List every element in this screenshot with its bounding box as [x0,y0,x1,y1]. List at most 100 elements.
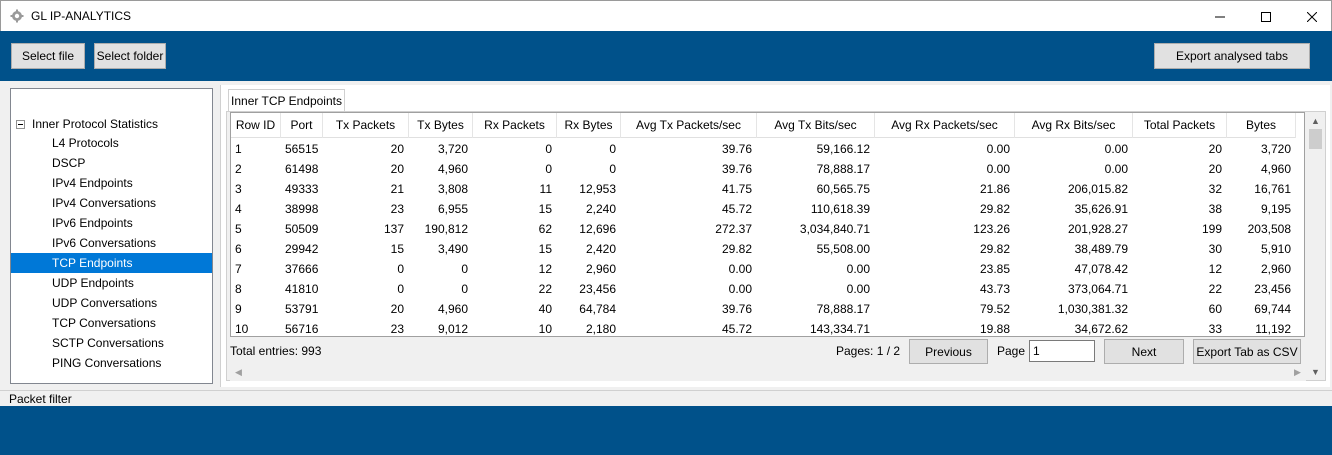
table-cell: 3,490 [437,242,468,256]
table-row[interactable]: 6 29942 15 3,490 15 2,420 29.82 55,508.00 29.82 3… [231,239,1296,259]
main-area: Inner Protocol Statistics L4 Protocols DS… [0,81,1332,390]
table-cell: 23 [390,322,404,336]
table-cell: 11 [539,182,552,196]
close-button[interactable] [1289,1,1332,32]
table-cell: 0.00 [846,262,870,276]
export-csv-button[interactable]: Export Tab as CSV [1193,339,1301,364]
table-row[interactable]: 2 61498 20 4,960 0 0 39.76 78,888.17 0.00 0.00 20 4… [231,159,1296,179]
column-header[interactable]: Avg Rx Packets/sec [875,113,1015,138]
table-row[interactable]: 9 53791 20 4,960 40 64,784 39.76 78,888.17 79.52… [231,299,1296,319]
table-cell: 20 [1208,142,1222,156]
previous-button[interactable]: Previous [909,339,988,364]
table-body: 1 56515 20 3,720 0 0 39.76 59,166.12 0.00 0.00 20 3… [231,139,1296,336]
tree-item-udp-conversations[interactable]: UDP Conversations [52,296,158,310]
tree-item-dscp[interactable]: DSCP [52,156,86,170]
table-cell: 37666 [285,262,319,276]
table-cell: 0.00 [1104,162,1128,176]
tree-item-ipv6-endpoints[interactable]: IPv6 Endpoints [52,216,133,230]
table-cell: 21.86 [979,182,1010,196]
table-cell: 78,888.17 [816,302,870,316]
table-cell: 272.37 [715,222,752,236]
table-cell: 29.82 [721,242,752,256]
scroll-left-icon[interactable]: ◀ [235,367,242,377]
tree-item-ping-conversations[interactable]: PING Conversations [52,356,162,370]
column-header[interactable]: Port [281,113,323,138]
scroll-down-icon[interactable]: ▼ [1311,366,1320,377]
column-header[interactable]: Avg Tx Packets/sec [621,113,757,138]
table-row[interactable]: 1 56515 20 3,720 0 0 39.76 59,166.12 0.00 0.00 20 3… [231,139,1296,159]
table-cell: 6 [235,242,242,256]
toolbar: Select file Select folder Export analyse… [0,31,1332,81]
table-cell: 3,720 [1260,142,1291,156]
table-cell: 4,960 [1260,162,1291,176]
tree-item-tcp-endpoints[interactable]: TCP Endpoints [11,253,212,273]
minimize-button[interactable] [1197,1,1243,32]
table-cell: 32 [1208,182,1222,196]
column-header[interactable]: Tx Packets [323,113,409,138]
tree-item-ipv4-endpoints[interactable]: IPv4 Endpoints [52,176,133,190]
select-file-button[interactable]: Select file [11,43,85,69]
table-cell: 23,456 [579,282,616,296]
table-cell: 45.72 [721,202,752,216]
table-cell: 203,508 [1247,222,1291,236]
next-button[interactable]: Next [1104,339,1184,364]
column-header[interactable]: Row ID [231,113,281,138]
tab-inner-tcp-endpoints[interactable]: Inner TCP Endpoints [228,89,345,112]
tree-item-tcp-conversations[interactable]: TCP Conversations [52,316,156,330]
column-header[interactable]: Rx Bytes [557,113,621,138]
tree-root[interactable]: Inner Protocol Statistics [16,116,158,132]
table-cell: 33 [1208,322,1222,336]
table-cell: 47,078.42 [1074,262,1128,276]
table-cell: 23 [390,202,404,216]
gear-app-icon [10,9,24,23]
scroll-right-icon[interactable]: ▶ [1294,367,1301,377]
page-number-input[interactable] [1029,340,1095,362]
table-cell: 0.00 [986,142,1010,156]
table-row[interactable]: 10 56716 23 9,012 10 2,180 45.72 143,334.71 19.8… [231,319,1296,336]
table-cell: 62 [538,222,552,236]
table-cell: 0.00 [846,282,870,296]
tree-item-l4-protocols[interactable]: L4 Protocols [52,136,119,150]
table-cell: 38,489.79 [1074,242,1128,256]
select-folder-button[interactable]: Select folder [94,43,166,69]
column-header[interactable]: Total Packets [1133,113,1227,138]
column-header[interactable]: Tx Bytes [409,113,473,138]
maximize-button[interactable] [1243,1,1289,32]
table-cell: 30 [1208,242,1222,256]
column-header[interactable]: Bytes [1227,113,1296,138]
export-analysed-tabs-button[interactable]: Export analysed tabs [1154,43,1310,69]
scroll-up-icon[interactable]: ▲ [1311,115,1320,126]
table-row[interactable]: 8 41810 0 0 22 23,456 0.00 0.00 43.73 373,064.71 2… [231,279,1296,299]
table-cell: 20 [1208,162,1222,176]
table-row[interactable]: 5 50509 137 190,812 62 12,696 272.37 3,034,840.… [231,219,1296,239]
table-cell: 110,618.39 [810,202,870,216]
table-cell: 9,012 [437,322,468,336]
tree-item-sctp-conversations[interactable]: SCTP Conversations [52,336,164,350]
tree-item-udp-endpoints[interactable]: UDP Endpoints [52,276,134,290]
minimize-icon [1215,16,1225,17]
table-cell: 56515 [285,142,319,156]
column-header[interactable]: Avg Rx Bits/sec [1015,113,1133,138]
collapse-icon[interactable] [16,119,25,129]
scroll-thumb[interactable] [1309,129,1322,149]
table-cell: 4,960 [437,302,468,316]
table-cell: 8 [235,282,242,296]
table-row[interactable]: 4 38998 23 6,955 15 2,240 45.72 110,618.39 29.82… [231,199,1296,219]
table-cell: 2,240 [585,202,616,216]
table-cell: 0 [609,162,616,176]
table-row[interactable]: 7 37666 0 0 12 2,960 0.00 0.00 23.85 47,078.42 12 2… [231,259,1296,279]
vertical-scrollbar[interactable]: ▲ ▼ [1307,112,1324,380]
table-row[interactable]: 3 49333 21 3,808 11 12,953 41.75 60,565.75 21.86… [231,179,1296,199]
tree-item-ipv6-conversations[interactable]: IPv6 Conversations [52,236,157,250]
table-cell: 0.00 [986,162,1010,176]
column-header[interactable]: Avg Tx Bits/sec [757,113,875,138]
column-header[interactable]: Rx Packets [473,113,557,138]
table-cell: 199 [1201,222,1222,236]
table-cell: 60 [1208,302,1222,316]
tree-item-ipv4-conversations[interactable]: IPv4 Conversations [52,196,157,210]
horizontal-scrollbar[interactable]: ◀ ▶ [230,364,1306,381]
table-cell: 45.72 [721,322,752,336]
table-cell: 143,334.71 [809,322,870,336]
table-cell: 201,928.27 [1067,222,1128,236]
table-cell: 3,720 [437,142,468,156]
